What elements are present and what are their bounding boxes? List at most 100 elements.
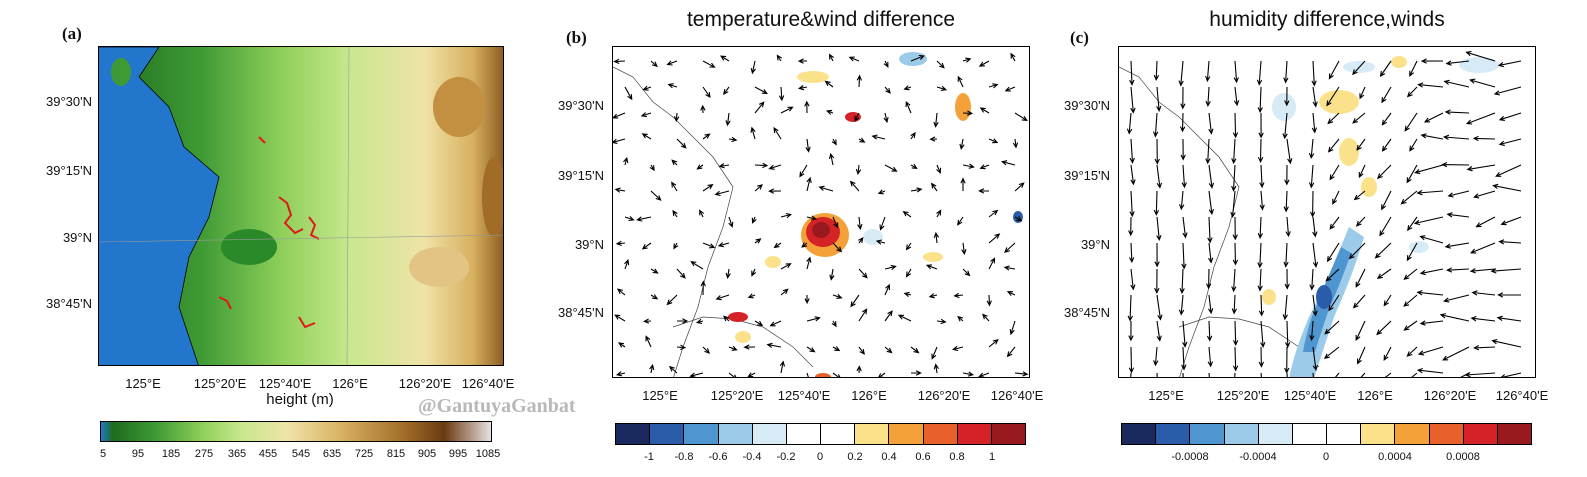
wind-vector-icon — [818, 185, 834, 192]
wind-vector-icon — [613, 112, 626, 119]
wind-vector-icon — [806, 256, 812, 270]
wind-vector-icon — [1257, 216, 1263, 240]
wind-vector-icon — [1495, 164, 1522, 177]
wind-vector-icon — [1325, 268, 1340, 282]
wind-vector-icon — [806, 215, 818, 221]
wind-vector-icon — [676, 268, 686, 279]
panel-a-lon-3: 125°40'E — [258, 376, 312, 391]
wind-vector-icon — [1471, 290, 1496, 296]
wind-vector-icon — [988, 257, 996, 270]
wind-vector-icon — [1406, 86, 1418, 98]
wind-vector-icon — [832, 346, 841, 352]
wind-vector-icon — [848, 56, 860, 62]
wind-vector-icon — [1311, 112, 1318, 134]
wind-vector-icon — [1233, 86, 1240, 107]
wind-vector-icon — [988, 233, 1001, 244]
wind-vector-icon — [666, 294, 678, 306]
wind-vector-icon — [1014, 112, 1028, 122]
wind-vector-icon — [849, 180, 860, 192]
colorbar-swatch — [923, 424, 958, 444]
wind-vector-icon — [1233, 60, 1239, 84]
wind-vector-icon — [1413, 216, 1444, 226]
wind-vector-icon — [1312, 294, 1318, 317]
wind-vector-icon — [717, 242, 730, 248]
panel-b-lon-2: 125°20'E — [710, 388, 764, 403]
wind-vector-icon — [910, 131, 916, 140]
wind-vector-icon — [1358, 164, 1366, 179]
wind-vector-icon — [854, 112, 860, 123]
wind-vector-icon — [1352, 294, 1366, 309]
wind-vector-icon — [878, 372, 886, 377]
wind-vector-icon — [1417, 82, 1444, 88]
wind-vector-icon — [1312, 242, 1319, 268]
wind-vector-icon — [910, 163, 918, 169]
wind-vector-icon — [910, 187, 923, 193]
wind-vector-icon — [614, 314, 626, 322]
wind-vector-icon — [641, 242, 652, 250]
height-tick: 455 — [258, 448, 278, 460]
wind-vector-icon — [1182, 320, 1188, 348]
wind-vector-icon — [689, 372, 704, 377]
colorbar-swatch — [1292, 424, 1328, 444]
humidity-tick: 0.0004 — [1378, 451, 1412, 463]
wind-vector-icon — [858, 137, 866, 143]
wind-vector-icon — [778, 86, 785, 102]
wind-vector-icon — [1491, 338, 1522, 348]
humidity-tick: 0 — [1322, 451, 1330, 463]
panel-c-lon-6: 126°40'E — [1495, 388, 1549, 403]
panel-c-lon-3: 125°40'E — [1283, 388, 1337, 403]
wind-vector-icon — [1469, 78, 1496, 88]
wind-vector-icon — [960, 177, 966, 191]
wind-vector-icon — [829, 268, 835, 281]
wind-vector-icon — [806, 372, 809, 377]
wind-vector-icon — [884, 86, 891, 94]
wind-vector-icon — [1257, 242, 1263, 269]
colorbar-swatch — [752, 424, 787, 444]
wind-vector-icon — [614, 187, 626, 193]
wind-vector-icon — [702, 242, 716, 249]
wind-vector-icon — [1444, 109, 1470, 115]
wind-vector-icon — [884, 164, 898, 172]
panel-b-lat-2: 39°15'N — [558, 168, 604, 183]
wind-vector-icon — [723, 315, 730, 322]
wind-vector-icon — [978, 188, 990, 194]
wind-vector-icon — [884, 283, 891, 296]
wind-vector-icon — [1326, 242, 1340, 263]
wind-vector-icon — [1379, 216, 1392, 237]
wind-vector-icon — [690, 261, 704, 270]
wind-vector-icon — [672, 209, 678, 218]
colorbar-swatch — [1122, 424, 1157, 444]
wind-vector-icon — [911, 370, 922, 376]
wind-vector-icon — [1153, 60, 1160, 81]
colorbar-swatch — [616, 424, 651, 444]
wind-vector-icon — [931, 346, 938, 360]
wind-vector-icon — [1156, 216, 1162, 242]
wind-vector-icon — [1231, 294, 1237, 315]
wind-vector-icon — [1154, 268, 1160, 294]
temperature-colorbar — [615, 423, 1026, 445]
wind-vector-icon — [1234, 372, 1236, 377]
wind-vector-icon — [1406, 242, 1418, 262]
height-tick: 815 — [386, 448, 406, 460]
wind-vector-icon — [1406, 164, 1418, 184]
wind-vector-icon — [1128, 346, 1135, 374]
wind-vector-icon — [1258, 346, 1265, 368]
wind-vector-icon — [979, 164, 990, 170]
wind-vector-icon — [1153, 190, 1160, 216]
wind-vector-icon — [856, 365, 862, 374]
wind-vector-icon — [1231, 164, 1237, 192]
wind-vector-icon — [962, 163, 975, 169]
wind-vector-icon — [957, 216, 964, 226]
panel-c-title: humidity difference,winds — [1209, 8, 1445, 31]
wind-vector-icon — [1006, 291, 1016, 296]
wind-vector-icon — [826, 109, 834, 115]
wind-vector-icon — [618, 342, 626, 348]
wind-vector-icon — [1360, 372, 1366, 377]
wind-vector-icon — [824, 80, 834, 88]
wind-vector-icon — [1180, 86, 1186, 110]
wind-vector-icon — [676, 344, 687, 351]
wind-vector-icon — [1379, 60, 1392, 78]
wind-vector-icon — [1411, 372, 1418, 377]
wind-vector-icon — [1381, 112, 1392, 126]
panel-b-lat-4: 38°45'N — [558, 305, 604, 320]
